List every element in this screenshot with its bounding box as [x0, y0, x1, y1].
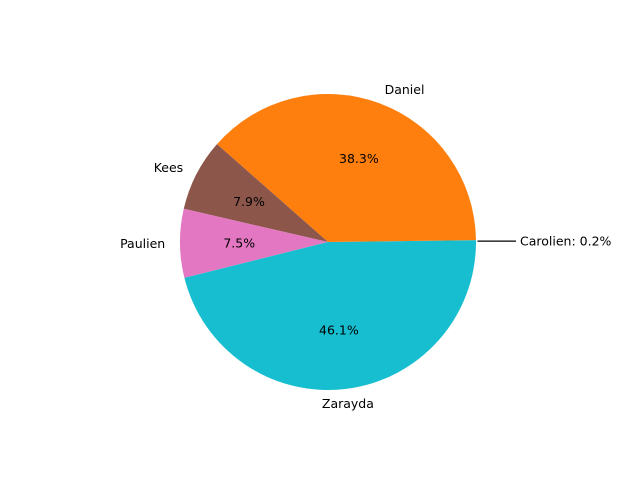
- slice-percent-paulien: 7.5%: [223, 235, 255, 250]
- slice-label-paulien: Paulien: [120, 236, 165, 251]
- pie-slices: [180, 93, 477, 391]
- pie-slice-carolien: [328, 240, 477, 242]
- pie-slice-zarayda: [184, 242, 477, 391]
- pie-slice-paulien: [180, 208, 328, 278]
- slice-label-daniel: Daniel: [385, 82, 425, 97]
- slice-percent-zarayda: 46.1%: [319, 323, 359, 338]
- pie-labels: Carolien: 0.2% Daniel 38.3% Kees 7.9% Paulien…: [120, 82, 611, 411]
- callout-label-carolien: Carolien: 0.2%: [520, 234, 612, 249]
- slice-label-kees: Kees: [154, 160, 183, 175]
- slice-label-zarayda: Zarayda: [322, 396, 374, 411]
- slice-percent-daniel: 38.3%: [339, 151, 379, 166]
- pie-slice-kees: [183, 144, 328, 242]
- slice-percent-kees: 7.9%: [233, 194, 265, 209]
- pie-slice-daniel: [216, 93, 476, 243]
